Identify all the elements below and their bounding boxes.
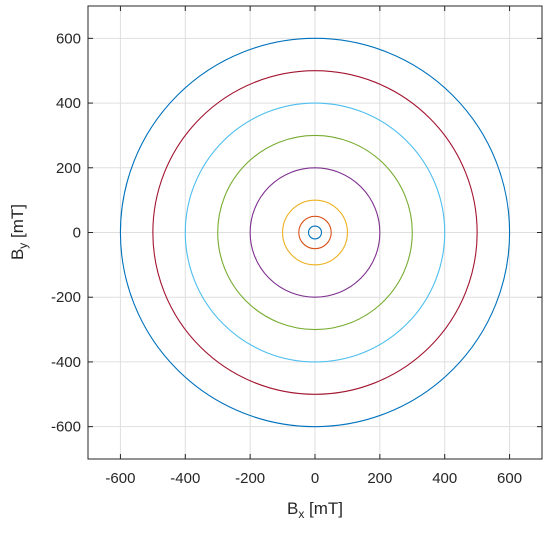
- y-axis-label-main: B: [8, 249, 27, 260]
- series-circle-7: [298, 215, 332, 250]
- axes-layer: [87, 5, 543, 460]
- series-circle-8: [307, 225, 323, 240]
- y-tick-label: -200: [51, 289, 81, 306]
- x-axis-label-sub: x: [298, 507, 304, 521]
- series-circle-5: [249, 167, 381, 298]
- y-axis-label: By [mT]: [8, 204, 30, 260]
- series-circle-2: [152, 70, 478, 395]
- x-axis-label-main: B: [287, 499, 298, 518]
- series-circle-6: [282, 199, 348, 266]
- y-tick-label: -600: [51, 419, 81, 436]
- y-tick-label: 0: [73, 225, 81, 242]
- x-tick-label: 200: [367, 470, 392, 487]
- x-tick-label: -400: [170, 470, 200, 487]
- x-tick-label: -200: [235, 470, 265, 487]
- y-axis-label-sub: y: [16, 243, 30, 249]
- y-axis-label-unit: [mT]: [8, 204, 27, 243]
- grid-layer: [88, 6, 542, 459]
- x-axis-label-unit: [mT]: [304, 499, 343, 518]
- x-tick-label: 400: [432, 470, 457, 487]
- y-tick-label: -400: [51, 354, 81, 371]
- x-tick-label: 0: [311, 470, 319, 487]
- series-circle-1: [119, 37, 511, 428]
- tick-layer: -600 -400 -200 0 200 400 600 -600 -400 -200 0 200 40…: [51, 30, 522, 487]
- x-axis-label: Bx [mT]: [287, 499, 343, 521]
- y-tick-label: 400: [56, 95, 81, 112]
- x-tick-label: -600: [105, 470, 135, 487]
- series-circle-4: [217, 134, 413, 331]
- series-circle-3: [184, 102, 446, 363]
- y-tick-label: 200: [56, 160, 81, 177]
- y-tick-label: 600: [56, 30, 81, 47]
- series-layer: [119, 37, 511, 428]
- x-tick-label: 600: [497, 470, 522, 487]
